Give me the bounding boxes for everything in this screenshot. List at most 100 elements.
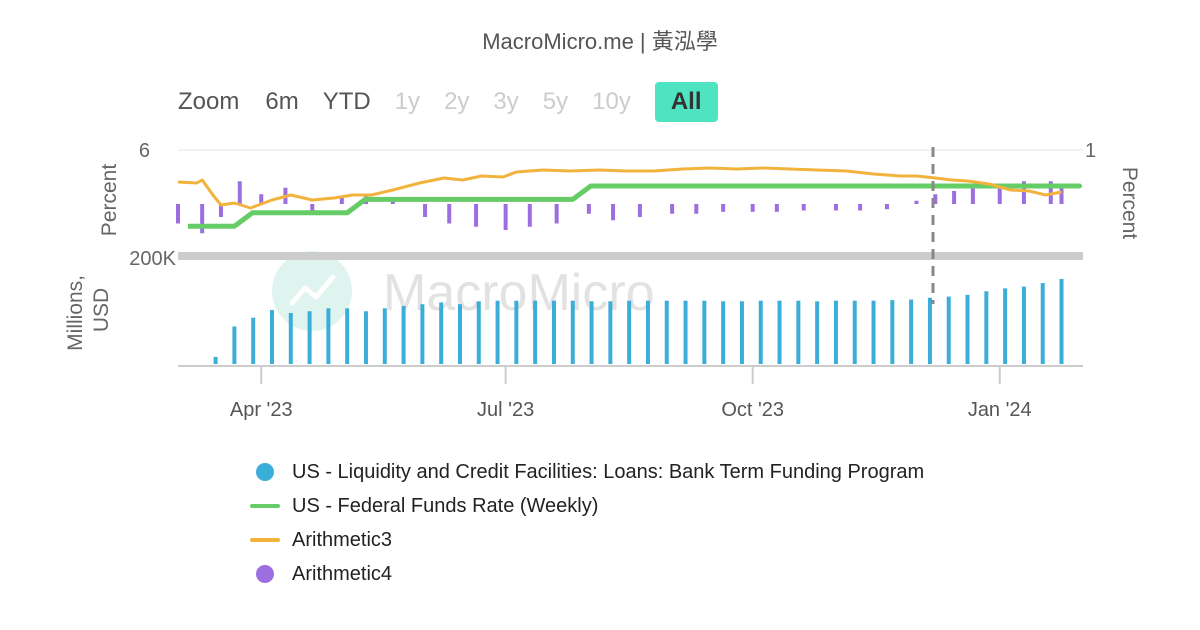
legend-item-arithmetic4[interactable]: Arithmetic4 [250, 557, 924, 591]
legend-arithmetic3-label: Arithmetic3 [292, 528, 393, 551]
btfp-bar [758, 300, 763, 364]
arithmetic4-bar [176, 204, 180, 224]
upper-left-top-tick: 6 [139, 140, 150, 162]
btfp-bar [721, 301, 726, 364]
btfp-bar [984, 291, 989, 364]
upper-right-axis-title: Percent [1118, 167, 1141, 240]
legend-arithmetic4-symbol [250, 565, 280, 583]
btfp-bar [213, 356, 218, 364]
arithmetic4-bar [750, 204, 755, 212]
arithmetic4-bar [1059, 184, 1064, 204]
arithmetic3-line [177, 166, 1062, 210]
btfp-bar [232, 326, 237, 364]
legend-item-fed-funds[interactable]: US - Federal Funds Rate (Weekly) [250, 489, 924, 523]
zoom-all-button[interactable]: All [654, 82, 718, 122]
btfp-bar [570, 300, 575, 364]
btfp-bar [645, 300, 650, 364]
x-tick-label: Jul '23 [477, 399, 534, 421]
arithmetic4-bar [970, 187, 975, 204]
arithmetic4-bar [721, 204, 726, 212]
btfp-bar [401, 305, 406, 364]
arithmetic4-series [176, 181, 1064, 234]
legend-fed-funds-line [250, 504, 280, 508]
upper-right-top-tick: 1 [1085, 140, 1096, 162]
zoom-label: Zoom [178, 88, 240, 115]
btfp-bar [533, 300, 538, 364]
btfp-bar [871, 300, 876, 364]
btfp-bar [702, 300, 707, 364]
arithmetic4-bar [503, 204, 508, 230]
zoom-ytd-button[interactable]: YTD [322, 88, 371, 115]
arithmetic4-bar [884, 204, 889, 210]
chart-title: MacroMicro.me | 黃泓學 [482, 29, 718, 54]
zoom-bar: Zoom 6m YTD 1y 2y 3y 5y 10y All [178, 82, 718, 122]
zoom-2y-button: 2y [444, 88, 470, 115]
btfp-series [213, 279, 1064, 364]
btfp-bar [589, 301, 594, 364]
arithmetic4-bar [474, 204, 479, 227]
arithmetic4-bar [218, 204, 223, 217]
lower-axis-title-line2: USD [90, 288, 113, 332]
zoom-6m-button[interactable]: 6m [265, 88, 299, 115]
btfp-bar [307, 311, 312, 364]
legend-arithmetic3-symbol [250, 538, 280, 542]
btfp-bar [627, 300, 632, 364]
btfp-bar [439, 302, 444, 364]
btfp-bar [382, 308, 387, 364]
arithmetic4-bar [237, 181, 242, 204]
legend-btfp-symbol [250, 463, 280, 481]
btfp-bar [890, 300, 895, 364]
btfp-bar [420, 304, 425, 364]
btfp-bar [476, 301, 481, 364]
arithmetic4-bar [997, 184, 1002, 204]
legend-btfp-dot [256, 463, 274, 481]
arithmetic4-bar [554, 204, 559, 224]
x-tick-label: Apr '23 [230, 399, 293, 421]
legend-fed-funds-label: US - Federal Funds Rate (Weekly) [292, 494, 599, 517]
btfp-bar [251, 317, 256, 364]
legend-arithmetic4-label: Arithmetic4 [292, 562, 393, 585]
lower-axis-title: Millions, USD [64, 269, 113, 351]
arithmetic4-bar [670, 204, 675, 214]
arithmetic4-bar [310, 204, 315, 214]
fed-funds-rate-line [188, 183, 1083, 229]
btfp-bar [664, 300, 669, 364]
x-axis-ticks: Apr '23 Jul '23 Oct '23 Jan '24 [230, 366, 1032, 421]
btfp-bar [777, 300, 782, 364]
btfp-bar [551, 300, 556, 364]
btfp-bar [1040, 283, 1045, 364]
btfp-bar [833, 300, 838, 364]
arithmetic4-bar [933, 194, 938, 204]
btfp-bar [909, 299, 914, 364]
btfp-bar [363, 311, 368, 364]
arithmetic4-bar [339, 197, 344, 204]
x-tick-label: Jan '24 [968, 399, 1032, 421]
btfp-bar [815, 301, 820, 364]
arithmetic4-bar [586, 204, 591, 214]
arithmetic4-bar [952, 191, 957, 204]
legend-item-btfp[interactable]: US - Liquidity and Credit Facilities: Lo… [250, 455, 924, 489]
arithmetic4-bar [801, 204, 806, 211]
legend-arithmetic3-line [250, 538, 280, 542]
btfp-bar [345, 308, 350, 364]
watermark-logo-mark [289, 274, 336, 306]
arithmetic4-bar [423, 204, 428, 217]
btfp-bar [288, 313, 293, 364]
btfp-bar [514, 300, 519, 364]
btfp-bar [269, 310, 274, 364]
btfp-bar [608, 301, 613, 364]
btfp-bar [326, 308, 331, 364]
legend-item-arithmetic3[interactable]: Arithmetic3 [250, 523, 924, 557]
watermark-logo-icon [272, 251, 352, 331]
legend-fed-funds-symbol [250, 504, 280, 508]
btfp-bar [1021, 286, 1026, 364]
chart-canvas: MacroMicro 6 1 Percent Percent 200K Mill… [64, 140, 1141, 421]
zoom-10y-button: 10y [592, 88, 631, 115]
x-tick-label: Oct '23 [721, 399, 784, 421]
upper-left-axis-title: Percent [98, 164, 121, 237]
btfp-bar [796, 300, 801, 364]
zoom-1y-button: 1y [394, 88, 421, 115]
zoom-3y-button: 3y [493, 88, 519, 115]
zoom-5y-button: 5y [542, 88, 569, 115]
arithmetic4-bar [527, 204, 532, 227]
